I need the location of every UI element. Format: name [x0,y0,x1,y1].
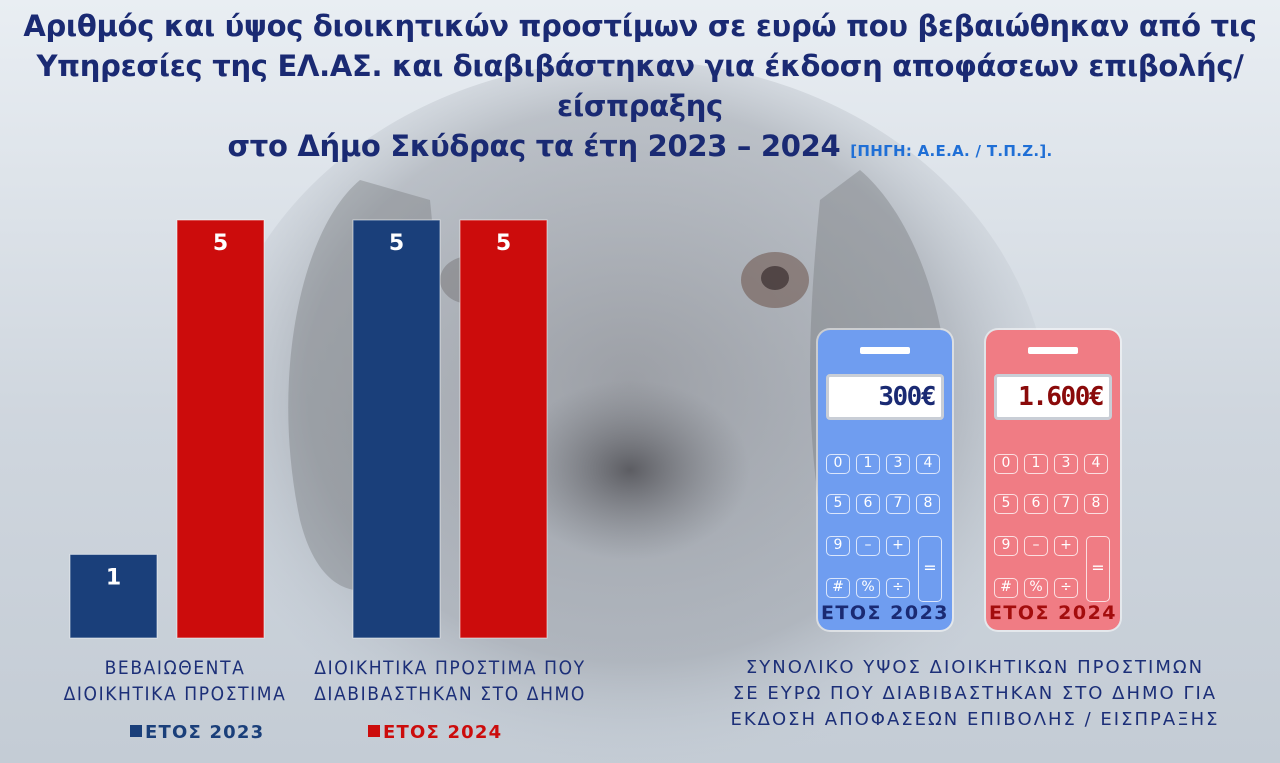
calculator-key: 6 [856,494,880,514]
legend-item-2024: ΕΤΟΣ 2024 [368,722,502,743]
calculator-2024: 1.600€ 0 1 3 4 5 6 7 8 9– + #% ÷ = ΕΤΟΣ 2024 [986,330,1120,630]
calculator-key: + [886,536,910,556]
data-label-2023-cat2: 5 [389,231,404,256]
calculator-key: + [1054,536,1078,556]
title-line-1: Αριθμός και ύψος διοικητικών προστίμων σ… [23,9,1257,43]
total-label-line: ΣΥΝΟΛΙΚΟ ΥΨΟΣ ΔΙΟΙΚΗΤΙΚΩΝ ΠΡΟΣΤΙΜΩΝ [745,657,1205,678]
calculator-key: 1 [1024,454,1048,474]
category-label-transmitted: ΔΙΟΙΚΗΤΙΚΑ ΠΡΟΣΤΙΜΑ ΠΟΥ ΔΙΑΒΙΒΑΣΤΗΚΑΝ ΣΤ… [300,655,600,707]
calculator-key: # [994,578,1018,598]
category-label-line: ΔΙΑΒΙΒΑΣΤΗΚΑΝ ΣΤΟ ΔΗΜΟ [314,683,586,705]
category-label-line: ΔΙΟΙΚΗΤΙΚΑ ΠΡΟΣΤΙΜΑ [63,683,287,705]
calculator-key: 0 [826,454,850,474]
title-line-3: στο Δήμο Σκύδρας τα έτη 2023 – 2024 [ΠΗΓ… [0,126,1280,171]
total-label-line: ΣΕ ΕΥΡΩ ΠΟΥ ΔΙΑΒΙΒΑΣΤΗΚΑΝ ΣΤΟ ΔΗΜΟ ΓΙΑ [732,683,1218,704]
calculator-year-2023: ΕΤΟΣ 2023 [820,602,950,624]
calculator-key: % [1024,578,1048,598]
calculator-key: 4 [916,454,940,474]
total-amount-2024: 1.600€ [994,374,1112,420]
calculator-key: ÷ [886,578,910,598]
calculator-key: 8 [916,494,940,514]
chart-title: Αριθμός και ύψος διοικητικών προστίμων σ… [0,6,1280,171]
calculator-key: 3 [1054,454,1078,474]
calculator-key: 7 [886,494,910,514]
calculator-key: 5 [994,494,1018,514]
category-label-line: ΒΕΒΑΙΩΘΕΝΤΑ [104,657,246,679]
total-amount-label: ΣΥΝΟΛΙΚΟ ΥΨΟΣ ΔΙΟΙΚΗΤΙΚΩΝ ΠΡΟΣΤΙΜΩΝ ΣΕ Ε… [705,655,1245,733]
calculator-key: 4 [1084,454,1108,474]
total-label-line: ΕΚΔΟΣΗ ΑΠΟΦΑΣΕΩΝ ΕΠΙΒΟΛΗΣ / ΕΙΣΠΡΑΞΗΣ [730,709,1220,730]
calculator-key: 5 [826,494,850,514]
calculator-speaker [860,347,910,354]
legend-label-2024: ΕΤΟΣ 2024 [383,722,503,743]
legend-swatch-2024 [368,725,380,737]
bar-chart: 15 5 5 [69,219,548,639]
data-label-2024-cat2: 5 [496,231,511,256]
calculator-key: 8 [1084,494,1108,514]
calculator-key-equals: = [1086,536,1110,602]
calculator-key: ÷ [1054,578,1078,598]
legend-swatch-2023 [130,725,142,737]
calculator-2023: 300€ 0 1 3 4 5 6 7 8 9– + #% ÷ = ΕΤΟΣ 2023 [818,330,952,630]
calculator-key: 9 [826,536,850,556]
calculator-key: 3 [886,454,910,474]
calculator-key: # [826,578,850,598]
calculator-key-equals: = [918,536,942,602]
title-line-2: Υπηρεσίες της ΕΛ.ΑΣ. και διαβιβάστηκαν γ… [36,49,1244,123]
category-label-certified: ΒΕΒΑΙΩΘΕΝΤΑ ΔΙΟΙΚΗΤΙΚΑ ΠΡΟΣΤΙΜΑ [40,655,310,707]
source-note: [ΠΗΓΗ: Α.Ε.Α. / Τ.Π.Ζ.]. [850,142,1053,160]
bar-2023-cat2 [352,219,441,639]
calculator-key: 6 [1024,494,1048,514]
calculator-key: 0 [994,454,1018,474]
calculator-key: – [1024,536,1048,556]
bar-2023-cat1 [69,553,158,639]
bar-2024-cat1 [176,219,265,639]
legend-label-2023: ΕΤΟΣ 2023 [145,722,265,743]
calculator-key: 1 [856,454,880,474]
calculator-key: 7 [1054,494,1078,514]
total-amount-2023: 300€ [826,374,944,420]
title-line-3-text: στο Δήμο Σκύδρας τα έτη 2023 – 2024 [227,129,841,163]
calculator-year-2024: ΕΤΟΣ 2024 [988,602,1118,624]
calculator-key: – [856,536,880,556]
calculator-speaker [1028,347,1078,354]
legend-item-2023: ΕΤΟΣ 2023 [130,722,264,743]
data-label-2024-cat1: 5 [213,231,228,256]
calculator-key: 9 [994,536,1018,556]
bar-2024-cat2 [459,219,548,639]
category-label-line: ΔΙΟΙΚΗΤΙΚΑ ΠΡΟΣΤΙΜΑ ΠΟΥ [314,657,586,679]
calculator-key: % [856,578,880,598]
data-label-2023-cat1: 1 [106,565,121,590]
